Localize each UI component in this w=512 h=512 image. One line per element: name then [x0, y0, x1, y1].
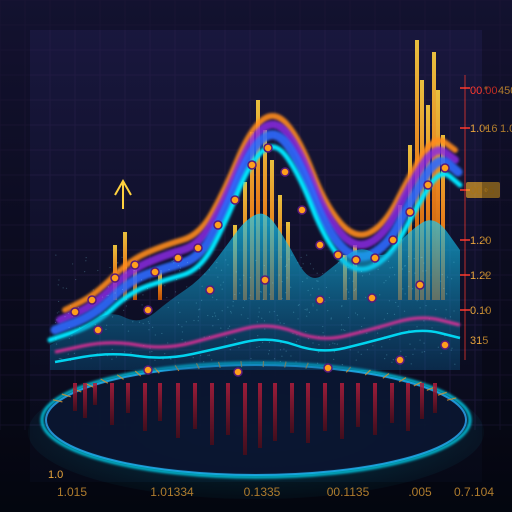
bottom-small-tick: 1.0 — [48, 469, 63, 481]
wave-chart: 00.004501.0161.0000351.201.220.103151.01… — [0, 0, 512, 512]
stage-platform — [28, 361, 484, 499]
